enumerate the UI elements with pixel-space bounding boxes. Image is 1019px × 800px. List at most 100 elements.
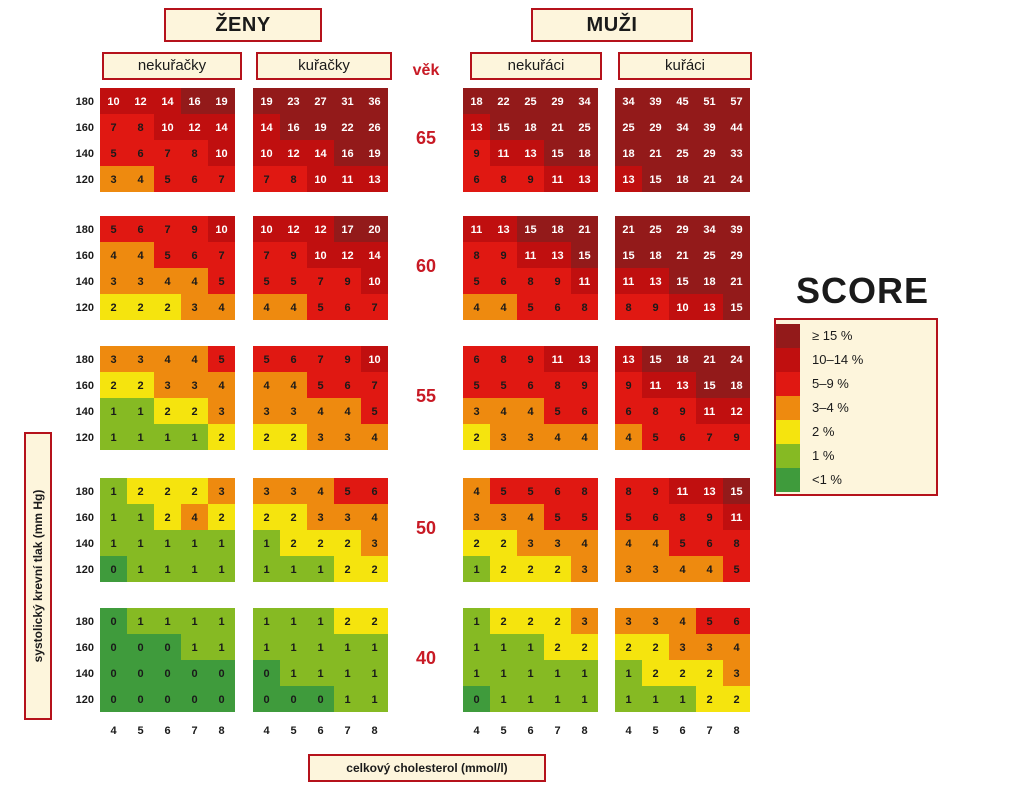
heatmap-cell-label: 2: [344, 616, 350, 628]
heatmap-cell: [517, 88, 544, 114]
heatmap-cell-label: 3: [733, 668, 739, 680]
heatmap-cell: [490, 660, 517, 686]
heatmap-cell: [544, 398, 571, 424]
heatmap-cell-label: 10: [314, 174, 326, 186]
heatmap-cell: [490, 398, 517, 424]
heatmap-cell-label: 4: [679, 616, 686, 628]
heatmap-cell: [253, 504, 280, 530]
heatmap-cell: [307, 530, 334, 556]
heatmap-cell: [463, 114, 490, 140]
heatmap-cell-label: 1: [625, 668, 631, 680]
heatmap-cell: [307, 398, 334, 424]
heatmap-cell-label: 8: [733, 538, 739, 550]
heatmap-cell-label: 3: [317, 432, 323, 444]
heatmap-cell: [490, 478, 517, 504]
heatmap-cell-label: 11: [623, 276, 635, 288]
x-tick-label: 7: [344, 725, 350, 737]
heatmap-cell-label: 4: [581, 432, 588, 444]
heatmap-cell-label: 3: [191, 302, 197, 314]
heatmap-cell-label: 10: [161, 122, 173, 134]
heatmap-cell-label: 13: [578, 354, 590, 366]
heatmap-cell-label: 7: [371, 380, 377, 392]
heatmap-cell-label: 4: [137, 174, 144, 186]
heatmap-cell: [100, 166, 127, 192]
heatmap-cell-label: 4: [344, 406, 351, 418]
heatmap-cell: [696, 88, 723, 114]
heatmap-cell-label: 3: [625, 564, 631, 576]
heatmap-cell-label: 5: [473, 276, 479, 288]
heatmap-cell: [544, 294, 571, 320]
heatmap-cell: [490, 242, 517, 268]
heatmap-cell-label: 6: [625, 406, 631, 418]
x-tick-label: 8: [218, 725, 224, 737]
heatmap-cell-label: 1: [110, 486, 116, 498]
heatmap-cell: [154, 140, 181, 166]
heatmap-cell-label: 10: [260, 148, 272, 160]
heatmap-cell: [571, 268, 598, 294]
heatmap-cell: [696, 398, 723, 424]
heatmap-cell-label: 4: [625, 432, 632, 444]
heatmap-cell: [253, 166, 280, 192]
heatmap-cell-label: 1: [344, 668, 350, 680]
heatmap-cell-label: 1: [191, 564, 197, 576]
heatmap-cell: [100, 242, 127, 268]
heatmap-cell: [723, 634, 750, 660]
heatmap-cell: [669, 686, 696, 712]
x-tick-label: 7: [706, 725, 712, 737]
heatmap-cell-label: 6: [733, 616, 739, 628]
heatmap-cell-label: 5: [263, 354, 269, 366]
heatmap-cell-label: 3: [263, 486, 269, 498]
heatmap-cell-label: 4: [652, 538, 659, 550]
heatmap-cell-label: 36: [368, 96, 380, 108]
y-axis-label-box: systolický krevní tlak (mm Hg): [24, 432, 52, 720]
heatmap-cell: [127, 372, 154, 398]
heatmap-cell: [571, 398, 598, 424]
heatmap-cell-label: 21: [578, 224, 590, 236]
heatmap-cell: [642, 166, 669, 192]
heatmap-cell: [517, 242, 544, 268]
heatmap-cell: [181, 140, 208, 166]
heatmap-cell: [127, 268, 154, 294]
heatmap-cell: [127, 478, 154, 504]
heatmap-cell-label: 5: [625, 512, 631, 524]
heatmap-cell: [361, 114, 388, 140]
heatmap-cell-label: 6: [137, 148, 143, 160]
heatmap-cell-label: 11: [471, 224, 483, 236]
heatmap-cell-label: 13: [676, 380, 688, 392]
heatmap-cell-label: 14: [260, 122, 273, 134]
heatmap-cell-label: 4: [581, 538, 588, 550]
heatmap-cell: [253, 634, 280, 660]
heatmap-cell: [208, 268, 235, 294]
heatmap-cell-label: 4: [191, 276, 198, 288]
heatmap-cell-label: 4: [218, 380, 225, 392]
heatmap-cell-label: 9: [527, 354, 533, 366]
heatmap-cell: [642, 268, 669, 294]
heatmap-cell: [544, 88, 571, 114]
heatmap-cell-label: 14: [161, 96, 174, 108]
heatmap-cell: [127, 242, 154, 268]
heatmap-cell: [127, 608, 154, 634]
heatmap-cell-label: 3: [110, 174, 116, 186]
heatmap-cell: [361, 166, 388, 192]
heatmap-cell-label: 2: [733, 694, 739, 706]
heatmap-cell: [334, 166, 361, 192]
heatmap-cell-label: 5: [218, 354, 224, 366]
heatmap-cell: [280, 372, 307, 398]
heatmap-cell-label: 2: [527, 564, 533, 576]
heatmap-cell-label: 6: [706, 538, 712, 550]
heatmap-cell: [154, 478, 181, 504]
heatmap-cell-label: 1: [164, 432, 170, 444]
heatmap-cell-label: 1: [290, 564, 296, 576]
legend-title: SCORE: [796, 270, 930, 311]
heatmap-cell-label: 0: [164, 694, 170, 706]
heatmap-cell: [154, 166, 181, 192]
heatmap-cell: [544, 346, 571, 372]
heatmap-cell-label: 2: [137, 380, 143, 392]
heatmap-cell: [253, 556, 280, 582]
heatmap-cell: [253, 478, 280, 504]
heatmap-cell-label: 18: [676, 174, 688, 186]
heatmap-cell: [463, 372, 490, 398]
heatmap-cell-label: 19: [260, 96, 272, 108]
heatmap-cell: [253, 608, 280, 634]
heatmap-cell: [669, 424, 696, 450]
